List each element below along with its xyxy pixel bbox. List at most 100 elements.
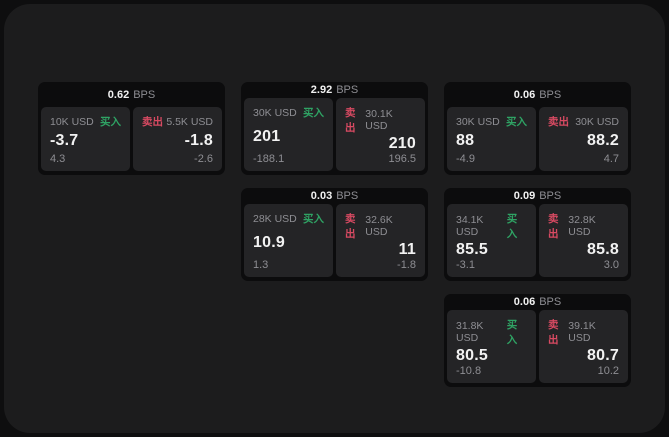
sell-amount: 32.8K USD — [568, 214, 596, 238]
sell-amount: 39.1K USD — [568, 320, 596, 344]
bps-unit-label: BPS — [539, 296, 562, 308]
buy-quote-panel[interactable]: 30K USD 买入 201 -188.1 — [244, 98, 333, 171]
bps-spread-value: 0.06 — [513, 296, 536, 308]
bps-spread-value: 0.09 — [513, 190, 536, 202]
buy-price: 80.5 — [456, 347, 488, 364]
sell-delta: -2.6 — [194, 153, 213, 165]
buy-panel-header: 10K USD 买入 — [50, 114, 121, 129]
buy-price: 10.9 — [253, 233, 285, 251]
quote-panels: 31.8K USD 买入 80.5 -10.8 卖出 39.1K USD 80.… — [444, 310, 631, 387]
quote-card: 0.06 BPS 31.8K USD 买入 80.5 -10.8 卖出 39.1… — [444, 294, 631, 387]
sell-amount: 30K USD — [575, 115, 619, 128]
sell-panel-header: 卖出 32.6K USD — [345, 211, 416, 241]
buy-panel-header: 30K USD 买入 — [253, 105, 324, 120]
quote-card: 0.09 BPS 34.1K USD 买入 85.5 -3.1 卖出 32.8K… — [444, 188, 631, 281]
sell-price: 88.2 — [587, 132, 619, 149]
bps-unit-label: BPS — [133, 88, 156, 101]
buy-delta: 1.3 — [253, 259, 269, 271]
buy-delta: -188.1 — [253, 153, 285, 165]
sell-delta: 3.0 — [603, 259, 619, 271]
sell-price: 11 — [398, 241, 416, 258]
sell-panel-header: 卖出 30.1K USD — [345, 105, 416, 135]
sell-panel-header: 卖出 5.5K USD — [142, 114, 213, 129]
buy-panel-header: 28K USD 买入 — [253, 211, 324, 226]
sell-delta: 10.2 — [597, 365, 619, 377]
bps-spread-value: 0.62 — [107, 88, 130, 101]
card-header: 0.03 BPS — [241, 188, 428, 204]
quote-panels: 30K USD 买入 88 -4.9 卖出 30K USD 88.2 4.7 — [444, 107, 631, 175]
sell-side-label: 卖出 — [548, 116, 569, 128]
sell-quote-panel[interactable]: 卖出 30.1K USD 210 196.5 — [336, 98, 425, 171]
buy-delta: -10.8 — [456, 365, 482, 377]
buy-side-label: 买入 — [506, 116, 527, 128]
quote-card: 0.06 BPS 30K USD 买入 88 -4.9 卖出 30K USD 8… — [444, 82, 631, 175]
sell-side-label: 卖出 — [345, 107, 356, 134]
bps-unit-label: BPS — [336, 190, 359, 202]
buy-price: 88 — [456, 132, 475, 149]
sell-side-label: 卖出 — [345, 213, 356, 240]
buy-amount: 30K USD — [456, 115, 500, 128]
card-header: 0.06 BPS — [444, 294, 631, 310]
quote-panels: 10K USD 买入 -3.7 4.3 卖出 5.5K USD -1.8 -2.… — [38, 107, 225, 175]
card-header: 0.09 BPS — [444, 188, 631, 204]
sell-panel-header: 卖出 30K USD — [548, 114, 619, 129]
buy-quote-panel[interactable]: 31.8K USD 买入 80.5 -10.8 — [447, 310, 536, 383]
sell-delta: -1.8 — [397, 259, 416, 271]
sell-quote-panel[interactable]: 卖出 30K USD 88.2 4.7 — [539, 107, 628, 171]
quote-panels: 30K USD 买入 201 -188.1 卖出 30.1K USD 210 1… — [241, 98, 428, 175]
buy-panel-header: 31.8K USD 买入 — [456, 317, 527, 347]
sell-side-label: 卖出 — [548, 213, 559, 240]
sell-price: 80.7 — [587, 347, 619, 364]
buy-price: -3.7 — [50, 132, 79, 149]
bps-spread-value: 0.06 — [513, 88, 536, 101]
sell-side-label: 卖出 — [142, 116, 163, 128]
card-header: 0.62 BPS — [38, 82, 225, 107]
sell-delta: 196.5 — [388, 153, 416, 165]
quote-card: 0.62 BPS 10K USD 买入 -3.7 4.3 卖出 5.5K USD… — [38, 82, 225, 175]
buy-delta: 4.3 — [50, 153, 66, 165]
buy-price: 201 — [253, 127, 281, 145]
sell-amount: 5.5K USD — [166, 115, 213, 128]
app-window: 0.62 BPS 10K USD 买入 -3.7 4.3 卖出 5.5K USD… — [4, 4, 665, 433]
buy-side-label: 买入 — [303, 213, 324, 225]
card-header: 2.92 BPS — [241, 82, 428, 98]
buy-side-label: 买入 — [506, 319, 518, 346]
buy-side-label: 买入 — [506, 213, 518, 240]
buy-amount: 10K USD — [50, 115, 94, 128]
sell-quote-panel[interactable]: 卖出 5.5K USD -1.8 -2.6 — [133, 107, 222, 171]
sell-price: -1.8 — [184, 132, 213, 149]
sell-amount: 30.1K USD — [365, 108, 393, 132]
buy-quote-panel[interactable]: 10K USD 买入 -3.7 4.3 — [41, 107, 130, 171]
buy-quote-panel[interactable]: 34.1K USD 买入 85.5 -3.1 — [447, 204, 536, 277]
quote-card: 2.92 BPS 30K USD 买入 201 -188.1 卖出 30.1K … — [241, 82, 428, 175]
buy-delta: -4.9 — [456, 153, 475, 165]
bps-spread-value: 2.92 — [310, 84, 333, 96]
buy-side-label: 买入 — [100, 116, 121, 128]
buy-amount: 34.1K USD — [456, 214, 484, 238]
buy-delta: -3.1 — [456, 259, 475, 271]
sell-price: 85.8 — [587, 241, 619, 258]
buy-quote-panel[interactable]: 28K USD 买入 10.9 1.3 — [244, 204, 333, 277]
buy-quote-panel[interactable]: 30K USD 买入 88 -4.9 — [447, 107, 536, 171]
buy-amount: 31.8K USD — [456, 320, 484, 344]
bps-spread-value: 0.03 — [310, 190, 333, 202]
sell-quote-panel[interactable]: 卖出 39.1K USD 80.7 10.2 — [539, 310, 628, 383]
sell-panel-header: 卖出 32.8K USD — [548, 211, 619, 241]
quote-panels: 28K USD 买入 10.9 1.3 卖出 32.6K USD 11 -1.8 — [241, 204, 428, 281]
buy-amount: 30K USD — [253, 106, 297, 119]
sell-delta: 4.7 — [603, 153, 619, 165]
buy-price: 85.5 — [456, 241, 488, 258]
buy-panel-header: 34.1K USD 买入 — [456, 211, 527, 241]
bps-unit-label: BPS — [539, 88, 562, 101]
buy-side-label: 买入 — [303, 107, 324, 119]
quote-panels: 34.1K USD 买入 85.5 -3.1 卖出 32.8K USD 85.8… — [444, 204, 631, 281]
sell-side-label: 卖出 — [548, 319, 559, 346]
buy-panel-header: 30K USD 买入 — [456, 114, 527, 129]
sell-panel-header: 卖出 39.1K USD — [548, 317, 619, 347]
bps-unit-label: BPS — [336, 84, 359, 96]
buy-amount: 28K USD — [253, 212, 297, 225]
card-header: 0.06 BPS — [444, 82, 631, 107]
sell-quote-panel[interactable]: 卖出 32.8K USD 85.8 3.0 — [539, 204, 628, 277]
sell-quote-panel[interactable]: 卖出 32.6K USD 11 -1.8 — [336, 204, 425, 277]
bps-unit-label: BPS — [539, 190, 562, 202]
